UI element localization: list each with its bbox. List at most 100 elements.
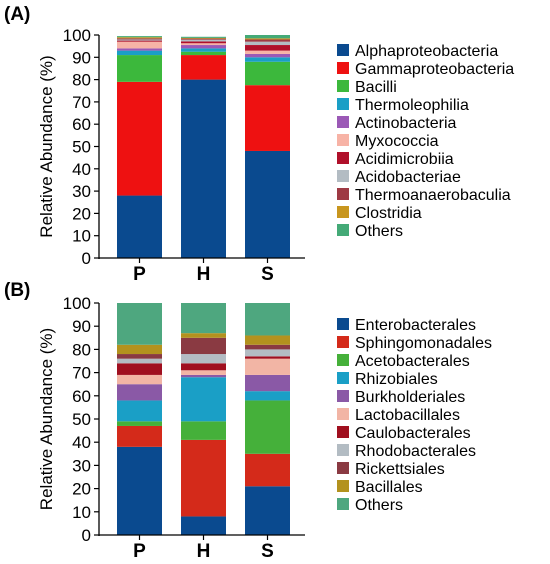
bar-segment-p-0 bbox=[117, 446, 162, 535]
legend-label: Gammaproteobacteria bbox=[355, 61, 514, 78]
legend-label: Clostridia bbox=[355, 205, 422, 222]
bar-segment-h-10 bbox=[181, 303, 226, 334]
bar-segment-p-4 bbox=[117, 384, 162, 401]
bar-segment-p-8 bbox=[117, 38, 162, 40]
bar-segment-s-3 bbox=[245, 57, 290, 62]
x-tick-label: P bbox=[133, 264, 146, 285]
bar-segment-s-9 bbox=[245, 38, 290, 40]
y-axis-title: Relative Abundance (%) bbox=[37, 328, 56, 510]
legend-swatch bbox=[337, 444, 349, 456]
bar-segment-p-0 bbox=[117, 195, 162, 258]
bar-segment-s-1 bbox=[245, 85, 290, 151]
legend-swatch bbox=[337, 170, 349, 182]
bar-segment-s-4 bbox=[245, 53, 290, 58]
y-tick-label: 20 bbox=[72, 204, 91, 223]
x-tick-label: S bbox=[261, 541, 274, 562]
y-tick-label: 0 bbox=[82, 526, 91, 545]
bar-segment-s-1 bbox=[245, 453, 290, 487]
legend-swatch bbox=[337, 152, 349, 164]
x-tick-label: P bbox=[133, 541, 146, 562]
legend-swatch bbox=[337, 116, 349, 128]
legend-label: Alphaproteobacteria bbox=[355, 43, 498, 60]
y-tick-label: 10 bbox=[72, 503, 91, 522]
y-tick-label: 100 bbox=[63, 294, 91, 313]
bar-segment-h-4 bbox=[181, 374, 226, 378]
bar-segment-h-1 bbox=[181, 439, 226, 517]
bar-segment-s-2 bbox=[245, 400, 290, 454]
bar-segment-p-5 bbox=[117, 41, 162, 49]
legend-swatch bbox=[337, 426, 349, 438]
legend-label: Lactobacillales bbox=[355, 407, 460, 424]
bar-segment-p-1 bbox=[117, 425, 162, 447]
y-tick-label: 50 bbox=[72, 138, 91, 157]
legend-swatch bbox=[337, 462, 349, 474]
legend-swatch bbox=[337, 224, 349, 236]
legend-swatch bbox=[337, 318, 349, 330]
bar-segment-h-8 bbox=[181, 337, 226, 355]
y-tick-label: 70 bbox=[72, 364, 91, 383]
bar-segment-p-6 bbox=[117, 363, 162, 375]
legend-swatch bbox=[337, 206, 349, 218]
bar-segment-p-8 bbox=[117, 354, 162, 359]
bar-segment-h-10 bbox=[181, 36, 226, 38]
y-tick-label: 30 bbox=[72, 456, 91, 475]
legend-label: Myxococcia bbox=[355, 133, 439, 150]
bar-segment-s-6 bbox=[245, 356, 290, 359]
bar-segment-s-4 bbox=[245, 374, 290, 392]
bar-segment-p-7 bbox=[117, 39, 162, 41]
legend-swatch bbox=[337, 408, 349, 420]
bar-segment-p-4 bbox=[117, 48, 162, 51]
bar-segment-s-10 bbox=[245, 303, 290, 336]
bar-segment-p-6 bbox=[117, 40, 162, 42]
legend-label: Actinobacteria bbox=[355, 115, 456, 132]
bar-segment-p-5 bbox=[117, 374, 162, 385]
y-tick-label: 40 bbox=[72, 160, 91, 179]
bar-segment-h-9 bbox=[181, 333, 226, 338]
bar-segment-s-7 bbox=[245, 349, 290, 357]
legend-swatch bbox=[337, 134, 349, 146]
legend-label: Acetobacterales bbox=[355, 353, 470, 370]
bar-segment-s-5 bbox=[245, 50, 290, 54]
bar-segment-p-2 bbox=[117, 421, 162, 426]
legend-swatch bbox=[337, 336, 349, 348]
bar-segment-h-5 bbox=[181, 43, 226, 46]
bar-segment-p-3 bbox=[117, 400, 162, 422]
bar-segment-s-10 bbox=[245, 35, 290, 39]
bar-segment-p-2 bbox=[117, 55, 162, 82]
legend-swatch bbox=[337, 44, 349, 56]
bar-segment-p-10 bbox=[117, 36, 162, 38]
bar-segment-h-6 bbox=[181, 363, 226, 371]
y-tick-label: 10 bbox=[72, 227, 91, 246]
panel-label: (A) bbox=[4, 4, 30, 25]
y-tick-label: 60 bbox=[72, 387, 91, 406]
bar-segment-p-7 bbox=[117, 358, 162, 364]
bar-segment-h-6 bbox=[181, 41, 226, 44]
bar-segment-h-0 bbox=[181, 79, 226, 258]
legend-label: Burkholderiales bbox=[355, 389, 465, 406]
y-tick-label: 80 bbox=[72, 340, 91, 359]
legend-label: Bacillales bbox=[355, 479, 423, 496]
legend-label: Sphingomonadales bbox=[355, 335, 492, 352]
bar-segment-p-10 bbox=[117, 303, 162, 345]
legend-swatch bbox=[337, 390, 349, 402]
bar-segment-h-4 bbox=[181, 45, 226, 49]
legend-swatch bbox=[337, 62, 349, 74]
y-tick-label: 30 bbox=[72, 182, 91, 201]
legend-label: Thermoleophilia bbox=[355, 97, 469, 114]
bar-segment-s-8 bbox=[245, 39, 290, 42]
bar-segment-s-8 bbox=[245, 344, 290, 350]
bar-segment-s-0 bbox=[245, 486, 290, 535]
y-tick-label: 40 bbox=[72, 433, 91, 452]
legend-swatch bbox=[337, 498, 349, 510]
legend-label: Others bbox=[355, 223, 403, 240]
bar-segment-h-8 bbox=[181, 38, 226, 40]
legend-label: Rickettsiales bbox=[355, 461, 445, 478]
bar-segment-s-7 bbox=[245, 41, 290, 46]
bar-segment-h-7 bbox=[181, 39, 226, 42]
legend-swatch bbox=[337, 188, 349, 200]
y-tick-label: 90 bbox=[72, 317, 91, 336]
bar-segment-h-2 bbox=[181, 421, 226, 440]
bar-segment-h-9 bbox=[181, 37, 226, 39]
legend-swatch bbox=[337, 372, 349, 384]
